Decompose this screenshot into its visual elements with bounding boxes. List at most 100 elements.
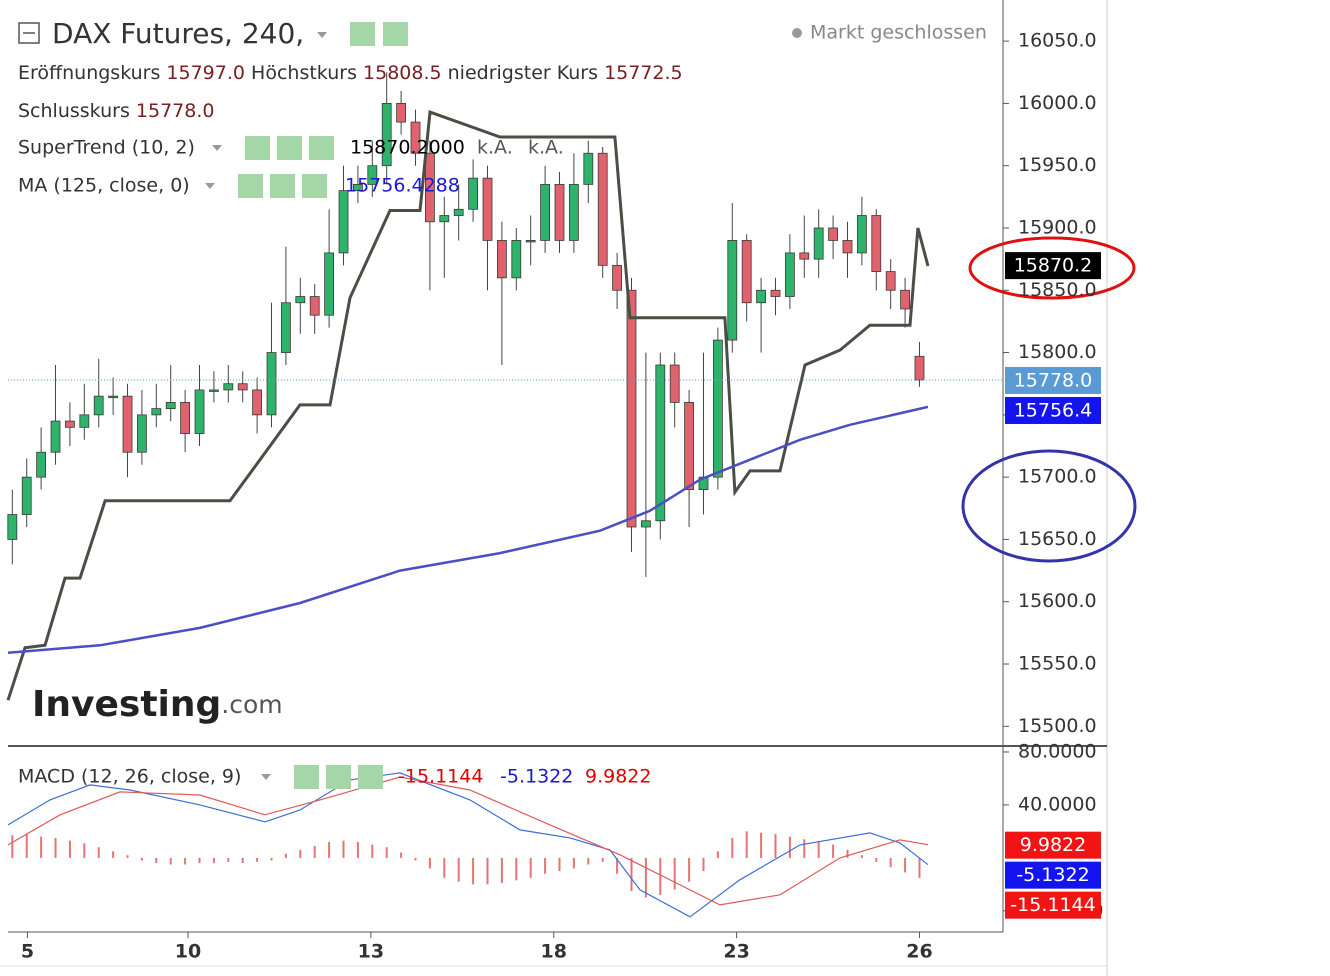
candle-body (353, 183, 363, 192)
candle-body (842, 240, 853, 254)
candle-body (813, 227, 824, 260)
y-tick-label: 15950.0 (1018, 154, 1097, 176)
y-tick-label: 15650.0 (1018, 528, 1097, 550)
candle-body (784, 252, 795, 297)
candle-body (655, 364, 666, 522)
y-tick-label: 15600.0 (1018, 590, 1097, 612)
settings-icon[interactable] (383, 22, 408, 46)
indicator-readout: k.A. (477, 137, 513, 159)
candle-body (209, 389, 219, 392)
price-badge-label: 15870.2 (1014, 255, 1093, 277)
y-tick-label: 80.0000 (1018, 740, 1097, 762)
macd-readout: -15.1144 (398, 766, 483, 788)
candle-body (180, 401, 191, 434)
candle-body (540, 183, 550, 241)
remove-icon[interactable] (302, 174, 327, 198)
candle-body (108, 395, 119, 399)
candle-body (122, 395, 133, 453)
x-tick-label: 10 (175, 941, 201, 963)
candle-body (93, 395, 104, 416)
eye-icon[interactable] (294, 765, 319, 789)
candle-body (482, 177, 493, 241)
candle-body (712, 339, 723, 478)
candle-body (583, 152, 594, 185)
candle-body (425, 152, 435, 223)
candle-body (828, 227, 838, 241)
macd-title: MACD (12, 26, close, 9) (18, 766, 241, 788)
settings-icon[interactable] (326, 765, 351, 789)
annotation-circle (968, 236, 1136, 300)
legend-value: 15808.5 (363, 62, 442, 84)
indicator-readout: 15756.4288 (345, 175, 460, 197)
candle-body (626, 289, 637, 528)
price-badge-label: 15756.4 (1014, 399, 1093, 421)
candle-body (727, 240, 738, 341)
price-badge-label: 15778.0 (1014, 369, 1093, 391)
legend-label: niedrigster Kurs (448, 62, 598, 84)
y-tick-label: 15800.0 (1018, 341, 1097, 363)
legend-label: Eröffnungskurs (18, 62, 160, 84)
settings-icon[interactable] (270, 174, 295, 198)
x-tick-label: 5 (21, 941, 34, 963)
dropdown[interactable] (212, 145, 222, 151)
x-tick-label: 18 (541, 941, 567, 963)
remove-icon[interactable] (358, 765, 383, 789)
dropdown[interactable] (205, 183, 215, 189)
macd-readout: 9.9822 (585, 766, 651, 788)
candle-body (7, 514, 18, 540)
y-tick-label: 40.0000 (1018, 793, 1097, 815)
price-badge (1005, 252, 1101, 280)
y-tick-label: 16000.0 (1018, 92, 1097, 114)
y-tick-label: 16050.0 (1018, 30, 1097, 52)
y-tick-label: 15900.0 (1018, 216, 1097, 238)
price-badge (1005, 861, 1101, 889)
settings-icon[interactable] (277, 136, 302, 160)
candle-body (295, 296, 306, 304)
y-tick-label: 15700.0 (1018, 466, 1097, 488)
x-tick-label: 23 (723, 941, 749, 963)
eye-icon[interactable] (245, 136, 270, 160)
candle-body (640, 520, 651, 528)
macd-readout: -5.1322 (500, 766, 573, 788)
eye-icon[interactable] (238, 174, 263, 198)
candle-body (497, 240, 507, 279)
watermark-suffix: .com (221, 690, 282, 719)
watermark-word: Investing (32, 684, 221, 725)
candle-body (597, 152, 608, 266)
candle-body (381, 103, 392, 167)
candle-body (281, 302, 291, 353)
eye-icon[interactable] (350, 22, 375, 46)
candle-body (410, 121, 421, 154)
price-badge (1005, 396, 1101, 424)
candle-body (367, 165, 378, 185)
dropdown[interactable] (317, 32, 327, 38)
legend-value: 15797.0 (166, 62, 245, 84)
candle-body (669, 364, 680, 403)
candle-body (396, 103, 407, 123)
remove-icon[interactable] (309, 136, 334, 160)
candle-body (525, 240, 536, 243)
dropdown[interactable] (261, 774, 271, 780)
collapse-icon[interactable] (18, 22, 40, 44)
indicator-name: MA (125, close, 0) (18, 175, 190, 197)
y-tick-label: 15500.0 (1018, 715, 1097, 737)
y-tick-label: 15550.0 (1018, 653, 1097, 675)
y-tick-label: 15850.0 (1018, 279, 1097, 301)
candle-body (799, 252, 810, 260)
legend-value: 15772.5 (604, 62, 683, 84)
candle-body (36, 451, 47, 478)
candle-body (756, 289, 766, 304)
candle-body (309, 296, 320, 316)
price-badge-label: -15.1144 (1010, 894, 1095, 916)
indicator-readout: 15870.2000 (350, 137, 465, 159)
candle-body (266, 352, 277, 416)
price-badge (1005, 891, 1101, 919)
candle-body (871, 215, 882, 272)
candle-body (900, 289, 910, 310)
candle-body (914, 355, 925, 381)
price-badge-label: 9.9822 (1020, 834, 1086, 856)
candle-body (468, 177, 479, 210)
candle-body (252, 389, 263, 416)
candle-body (194, 389, 205, 434)
